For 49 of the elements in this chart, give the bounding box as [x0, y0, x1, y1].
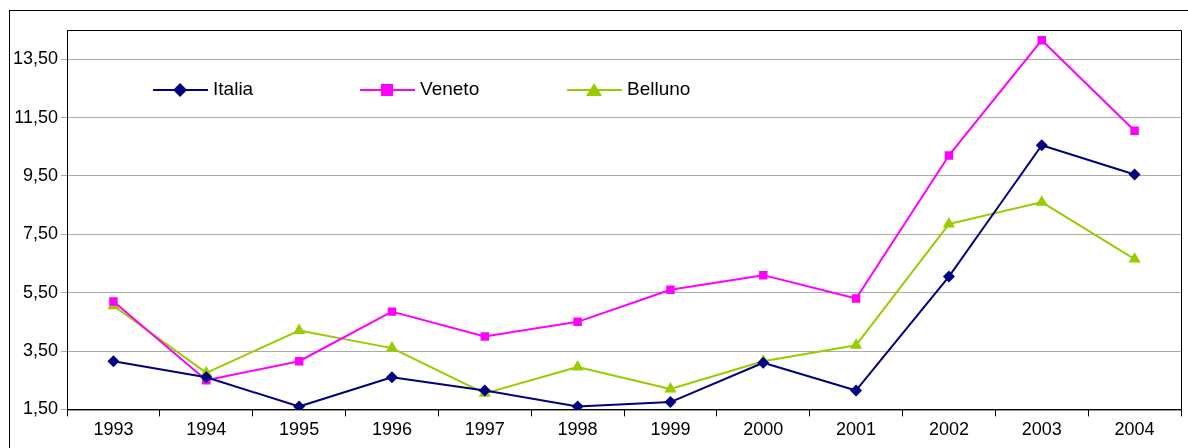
y-tick-label: 13,50: [13, 48, 59, 69]
point: [573, 317, 582, 327]
point: [1130, 126, 1139, 135]
point: [200, 371, 213, 384]
x-tick-label: 2000: [743, 419, 784, 440]
legend-label: Veneto: [420, 78, 480, 100]
x-tick-label: 1993: [93, 419, 134, 440]
point: [385, 341, 399, 352]
point: [666, 285, 675, 294]
point: [387, 307, 397, 316]
x-tick-label: 1998: [557, 419, 598, 440]
point: [480, 332, 490, 341]
x-tick-label: 1999: [650, 419, 691, 440]
y-tick-label: 3,50: [23, 340, 59, 360]
y-tick-label: 7,50: [23, 223, 59, 244]
point: [1035, 195, 1048, 206]
point: [571, 360, 584, 371]
x-tick-label: 1997: [464, 419, 505, 440]
y-tick-label: 1,50: [23, 398, 59, 419]
x-tick-label: 1994: [186, 419, 227, 440]
x-tick-label: 2003: [1021, 419, 1062, 440]
x-tick-label: 2002: [928, 419, 969, 440]
point: [944, 151, 954, 160]
point: [850, 338, 863, 349]
y-tick-label: 5,50: [23, 281, 59, 302]
x-tick-label: 2004: [1114, 419, 1155, 440]
point: [293, 400, 306, 410]
point: [1035, 139, 1048, 152]
point: [759, 270, 768, 280]
legend-label: Belluno: [627, 78, 691, 100]
point: [942, 217, 955, 228]
point: [942, 270, 955, 283]
point: [293, 323, 306, 335]
x-tick-label: 1996: [371, 419, 412, 440]
y-tick-label: 9,50: [23, 164, 59, 185]
point: [1128, 252, 1141, 263]
legend-label: Italia: [213, 78, 254, 100]
point: [107, 355, 120, 368]
point: [109, 297, 118, 306]
point: [385, 371, 398, 384]
point: [851, 294, 861, 303]
point: [1128, 168, 1141, 181]
x-tick-label: 1995: [279, 419, 320, 440]
x-tick-label: 2001: [836, 419, 877, 440]
point: [757, 356, 770, 369]
y-tick-label: 11,50: [14, 106, 59, 127]
point: [571, 400, 584, 410]
point: [850, 384, 863, 397]
point: [664, 396, 677, 409]
